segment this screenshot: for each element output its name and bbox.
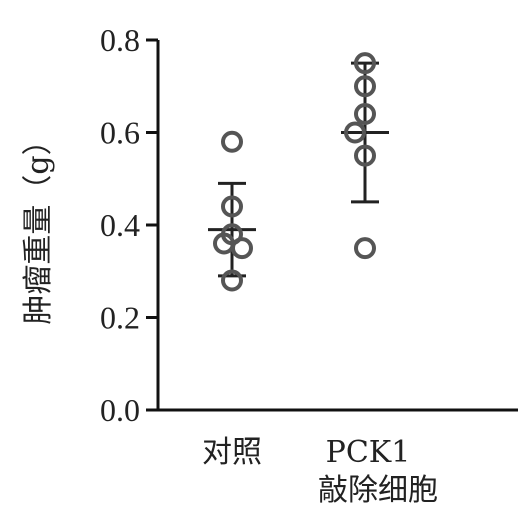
y-tick-label-1: 0.2 xyxy=(100,300,140,336)
y-tick-label-2: 0.4 xyxy=(100,207,140,243)
data-point-1-0 xyxy=(354,52,376,75)
data-point-1-1 xyxy=(354,75,376,98)
y-tick-label-0: 0.0 xyxy=(100,392,140,428)
y-axis-label: 肿瘤重量（g） xyxy=(21,125,56,324)
category-label-pck1-line2: 敲除细胞 xyxy=(318,473,438,508)
data-point-1-4 xyxy=(354,144,376,167)
data-point-0-5 xyxy=(221,269,243,292)
data-point-0-4 xyxy=(231,237,253,260)
data-point-0-1 xyxy=(221,195,243,218)
data-point-0-0 xyxy=(221,130,243,153)
data-point-1-5 xyxy=(354,237,376,260)
category-label-pck1-line1: PCK1 xyxy=(326,435,411,470)
y-tick-label-3: 0.6 xyxy=(100,115,140,151)
data-point-1-2 xyxy=(354,103,376,125)
y-tick-label-4: 0.8 xyxy=(100,22,140,58)
data-point-1-3 xyxy=(344,121,366,144)
category-label-control: 对照 xyxy=(202,435,262,470)
